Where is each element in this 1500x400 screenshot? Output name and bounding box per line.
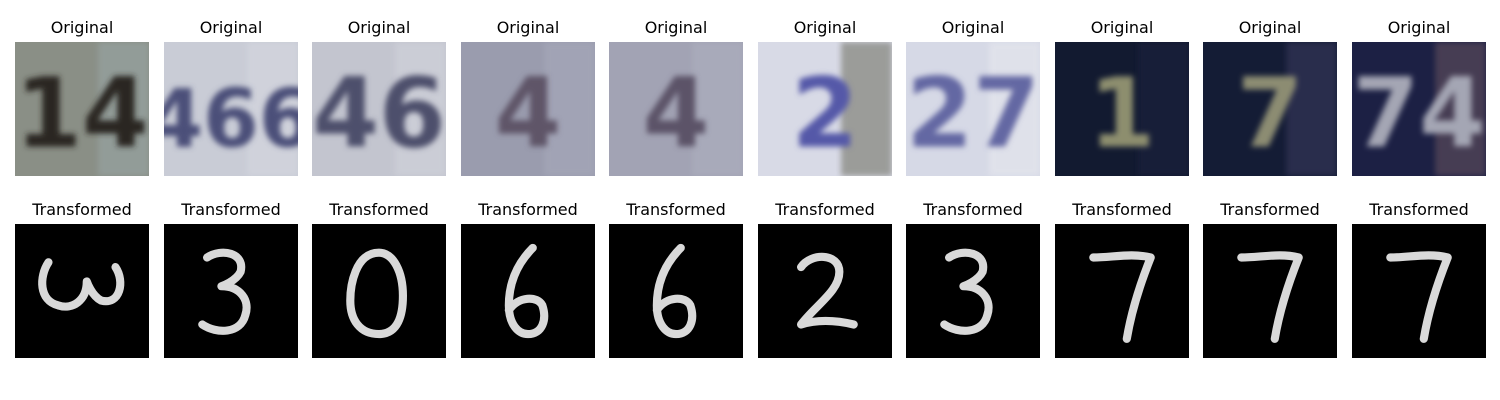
- panel-title: Original: [793, 18, 857, 37]
- digit-stroke: [1237, 251, 1303, 343]
- panel-title: Original: [1090, 18, 1154, 37]
- panel-title: Transformed: [1369, 200, 1469, 219]
- digit-glyph: 2: [792, 58, 859, 170]
- panel-title: Original: [1387, 18, 1451, 37]
- transformed-image: [312, 224, 446, 358]
- panel-title: Transformed: [626, 200, 726, 219]
- digit-stroke: [940, 248, 993, 335]
- panel-title: Transformed: [181, 200, 281, 219]
- transformed-image: [609, 224, 743, 358]
- original-image: 14: [15, 42, 149, 176]
- panel-title: Original: [50, 18, 114, 37]
- digit-glyph: 7: [1237, 58, 1304, 170]
- digit-glyph: 46: [312, 58, 446, 170]
- panel-title: Transformed: [923, 200, 1023, 219]
- digit-stroke: [38, 258, 125, 311]
- digit-glyph: 4: [643, 58, 710, 170]
- panel-title: Transformed: [478, 200, 578, 219]
- original-image: 4: [609, 42, 743, 176]
- panel-title: Transformed: [1072, 200, 1172, 219]
- digit-glyph: 1: [1089, 58, 1156, 170]
- digit-stroke: [1386, 251, 1452, 343]
- digit-glyph: 27: [906, 58, 1040, 170]
- original-image: 74: [1352, 42, 1486, 176]
- original-image: 7: [1203, 42, 1337, 176]
- panel-title: Transformed: [775, 200, 875, 219]
- digit-stroke: [1089, 251, 1155, 343]
- panel-title: Original: [199, 18, 263, 37]
- original-image: 1: [1055, 42, 1189, 176]
- original-image: 27: [906, 42, 1040, 176]
- panel-title: Original: [941, 18, 1005, 37]
- digit-glyph: 74: [1352, 58, 1486, 170]
- panel-title: Original: [496, 18, 560, 37]
- transformed-image: [1352, 224, 1486, 358]
- panel-title: Transformed: [32, 200, 132, 219]
- original-image: 46: [312, 42, 446, 176]
- transformed-image: [758, 224, 892, 358]
- original-image: 4: [461, 42, 595, 176]
- panel-title: Transformed: [1220, 200, 1320, 219]
- original-image: 466: [164, 42, 298, 176]
- digit-glyph: 4: [495, 58, 562, 170]
- transformed-image: [164, 224, 298, 358]
- transformed-image: [1055, 224, 1189, 358]
- digit-stroke: [198, 248, 251, 335]
- digit-stroke: [504, 243, 549, 339]
- transformed-image: [461, 224, 595, 358]
- panel-title: Original: [1238, 18, 1302, 37]
- panel-title: Original: [644, 18, 708, 37]
- panel-title: Original: [347, 18, 411, 37]
- transformed-image: [1203, 224, 1337, 358]
- digit-stroke: [346, 248, 407, 339]
- transformed-image: [906, 224, 1040, 358]
- original-image: 2: [758, 42, 892, 176]
- digit-stroke: [652, 243, 697, 339]
- transformed-image: [15, 224, 149, 358]
- digit-glyph: 466: [164, 73, 298, 166]
- panel-title: Transformed: [329, 200, 429, 219]
- digit-stroke: [797, 252, 858, 329]
- digit-glyph: 14: [15, 58, 149, 170]
